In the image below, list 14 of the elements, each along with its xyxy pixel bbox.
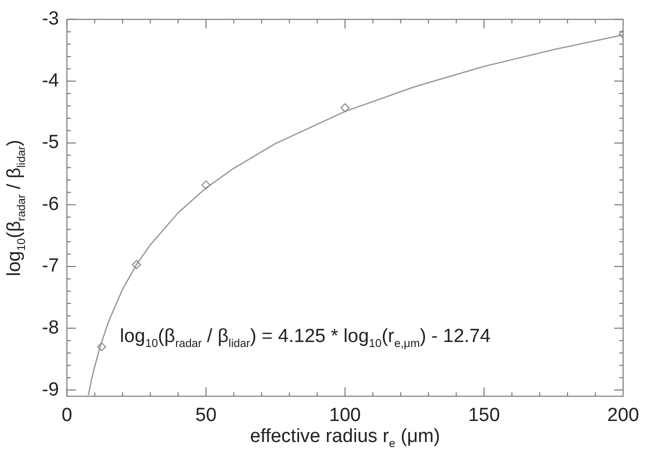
x-tick-label: 50	[195, 404, 217, 426]
y-tick-label: -8	[42, 317, 59, 338]
x-tick-label: 200	[607, 404, 639, 426]
y-tick-label: -6	[42, 194, 59, 215]
text: log$_{10}$(β$_{radar}$ / β$_{lidar}$) = 4.125 * log$_{10}$(r$_{e,μm}$) - 12.74	[120, 326, 491, 350]
y-tick-label: -7	[42, 256, 59, 277]
y-tick-label: -5	[42, 132, 59, 154]
y-tick-label: -3	[42, 8, 59, 30]
x-tick-label: 0	[62, 404, 72, 426]
y-tick-label: -9	[42, 379, 59, 400]
y-tick-label: -4	[42, 70, 60, 92]
x-tick-label: 150	[468, 404, 500, 426]
x-axis-title: effective radius r$_{e}$ (μm)	[250, 426, 440, 450]
x-tick-label: 100	[329, 404, 361, 426]
